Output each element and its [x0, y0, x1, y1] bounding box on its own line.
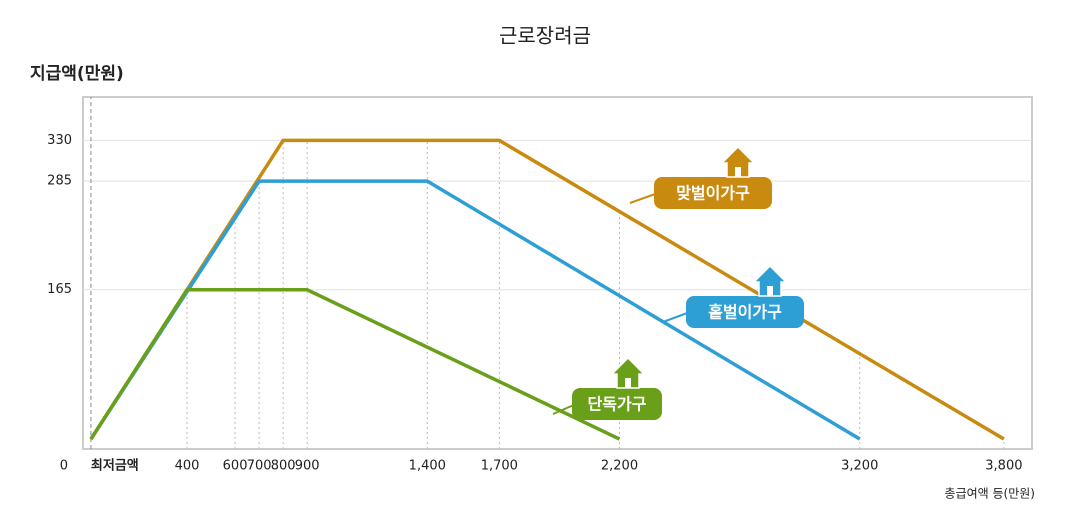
legend-label: 맞벌이가구 [676, 184, 750, 203]
y-tick-label: 0 [60, 459, 68, 474]
plot-frame [82, 96, 1033, 450]
x-tick-label: 900 [295, 459, 320, 474]
y-tick-label: 285 [47, 174, 72, 189]
x-tick-label: 600 [223, 459, 248, 474]
legend-label: 홑벌이가구 [708, 303, 782, 322]
x-tick-label: 최저금액 [91, 459, 139, 474]
house-door [767, 286, 773, 296]
x-tick-label: 700 [247, 459, 272, 474]
x-tick-label: 400 [175, 459, 200, 474]
series-line [89, 287, 621, 441]
house-icon [720, 145, 756, 178]
badge-leader [662, 311, 691, 323]
x-tick-label: 1,700 [481, 459, 518, 474]
house-icon [610, 356, 646, 389]
x-tick-label: 800 [271, 459, 296, 474]
legend-badge [686, 296, 804, 328]
x-tick-label: 2,200 [601, 459, 638, 474]
y-tick-label: 165 [47, 282, 72, 297]
y-tick-label: 330 [47, 133, 72, 148]
house-door [735, 167, 741, 177]
x-tick-label: 3,800 [985, 459, 1022, 474]
x-tick-label: 3,200 [841, 459, 878, 474]
legend-label: 단독가구 [588, 395, 647, 414]
x-tick-label: 1,400 [409, 459, 446, 474]
x-axis-label: 총급여액 등(만원) [945, 487, 1035, 501]
badge-leader [629, 192, 659, 204]
legend-badge [572, 388, 662, 420]
house-door [625, 378, 631, 388]
legend-badge [654, 177, 772, 209]
house-icon [752, 264, 788, 297]
y-axis-label: 지급액(만원) [30, 64, 124, 84]
chart-title: 근로장려금 [499, 24, 591, 48]
